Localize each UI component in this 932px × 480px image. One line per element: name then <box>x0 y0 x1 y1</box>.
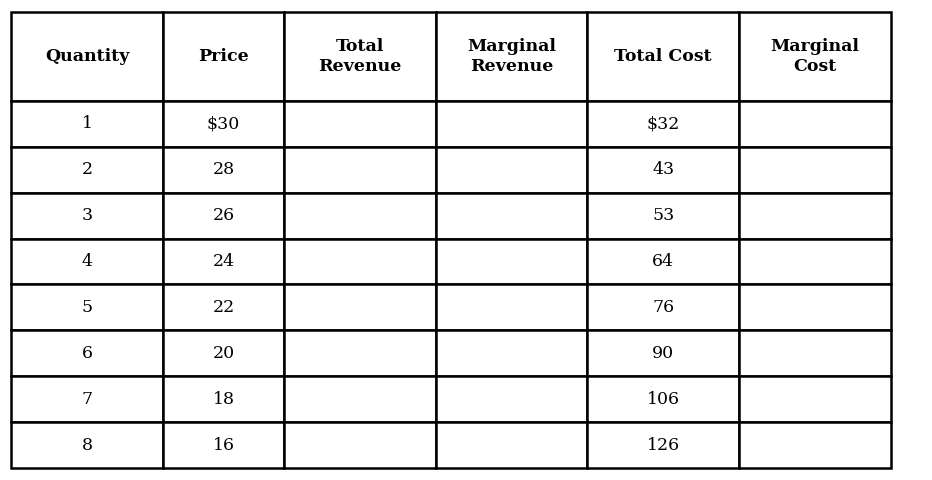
Text: 7: 7 <box>81 391 92 408</box>
Bar <box>163 239 284 285</box>
Text: 2: 2 <box>81 161 92 178</box>
Text: 28: 28 <box>212 161 235 178</box>
Bar <box>11 330 163 376</box>
Text: 4: 4 <box>81 253 92 270</box>
Text: 20: 20 <box>212 345 235 362</box>
Bar <box>739 285 891 330</box>
Bar <box>11 376 163 422</box>
Bar <box>587 285 739 330</box>
Bar <box>163 101 284 147</box>
Bar <box>11 285 163 330</box>
Text: 16: 16 <box>212 436 235 454</box>
Bar <box>284 192 435 239</box>
Text: $30: $30 <box>207 115 240 132</box>
Bar <box>739 147 891 192</box>
Bar <box>587 330 739 376</box>
Text: 18: 18 <box>212 391 235 408</box>
Bar <box>739 239 891 285</box>
Text: 90: 90 <box>652 345 674 362</box>
Bar <box>587 376 739 422</box>
Bar <box>435 285 587 330</box>
Bar <box>163 376 284 422</box>
Bar <box>435 330 587 376</box>
Text: 5: 5 <box>81 299 92 316</box>
Bar <box>284 422 435 468</box>
Bar <box>11 192 163 239</box>
Bar <box>739 12 891 101</box>
Text: Marginal
Cost: Marginal Cost <box>771 38 859 75</box>
Bar <box>739 192 891 239</box>
Text: 6: 6 <box>81 345 92 362</box>
Text: 22: 22 <box>212 299 235 316</box>
Text: Quantity: Quantity <box>45 48 130 65</box>
Text: 126: 126 <box>647 436 679 454</box>
Bar <box>435 12 587 101</box>
Bar <box>587 422 739 468</box>
Text: 43: 43 <box>652 161 674 178</box>
Bar <box>163 422 284 468</box>
Bar <box>587 239 739 285</box>
Bar <box>587 12 739 101</box>
Bar <box>163 192 284 239</box>
Bar <box>163 12 284 101</box>
Text: 53: 53 <box>652 207 674 224</box>
Text: 24: 24 <box>212 253 235 270</box>
Bar <box>587 147 739 192</box>
Bar <box>11 12 163 101</box>
Text: 3: 3 <box>81 207 92 224</box>
Text: 64: 64 <box>652 253 674 270</box>
Bar <box>284 330 435 376</box>
Text: $32: $32 <box>647 115 679 132</box>
Bar <box>11 147 163 192</box>
Bar <box>284 147 435 192</box>
Bar <box>435 147 587 192</box>
Bar <box>284 376 435 422</box>
Bar <box>163 330 284 376</box>
Bar <box>739 422 891 468</box>
Bar <box>587 101 739 147</box>
Text: 1: 1 <box>81 115 92 132</box>
Text: 106: 106 <box>647 391 679 408</box>
Bar <box>284 239 435 285</box>
Bar <box>284 101 435 147</box>
Bar <box>435 192 587 239</box>
Text: Total Cost: Total Cost <box>614 48 712 65</box>
Bar <box>163 147 284 192</box>
Bar <box>739 330 891 376</box>
Bar <box>11 239 163 285</box>
Text: 8: 8 <box>81 436 92 454</box>
Bar <box>435 101 587 147</box>
Text: Price: Price <box>199 48 249 65</box>
Bar <box>587 192 739 239</box>
Bar <box>435 422 587 468</box>
Text: 76: 76 <box>652 299 674 316</box>
Bar <box>435 239 587 285</box>
Text: Marginal
Revenue: Marginal Revenue <box>467 38 556 75</box>
Bar <box>163 285 284 330</box>
Bar <box>739 376 891 422</box>
Bar <box>284 285 435 330</box>
Bar <box>11 101 163 147</box>
Bar <box>284 12 435 101</box>
Text: 26: 26 <box>212 207 235 224</box>
Bar <box>435 376 587 422</box>
Text: Total
Revenue: Total Revenue <box>318 38 402 75</box>
Bar <box>11 422 163 468</box>
Bar <box>739 101 891 147</box>
